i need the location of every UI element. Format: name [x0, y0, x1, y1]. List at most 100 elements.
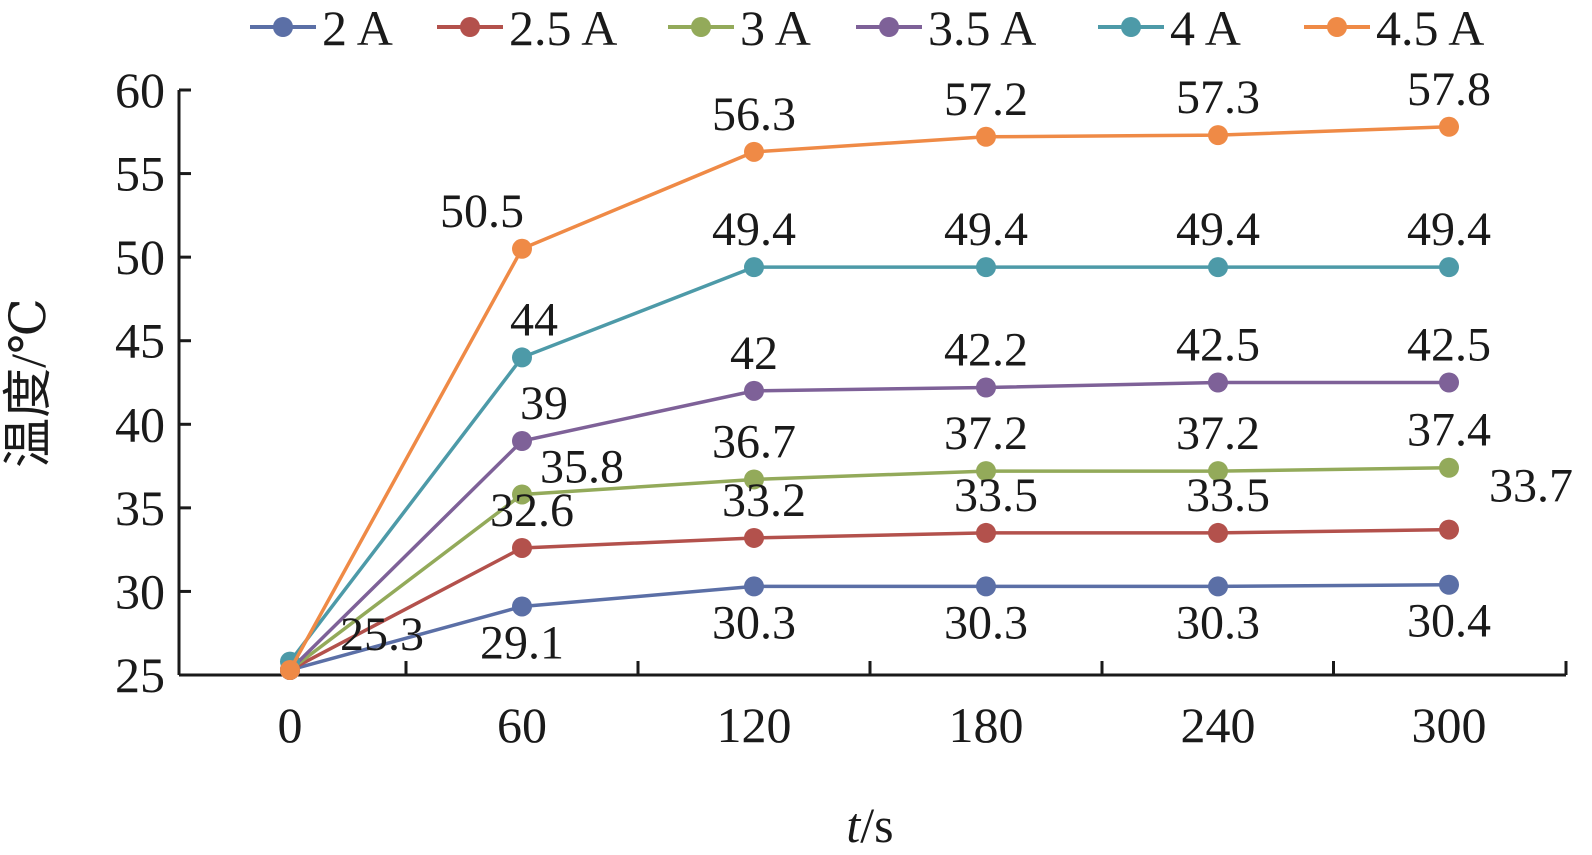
y-tick-label: 30: [115, 563, 165, 619]
data-point: [976, 377, 996, 398]
legend-item: 3.5 A: [856, 0, 1036, 56]
data-point: [512, 431, 532, 451]
y-tick-label: 40: [115, 396, 165, 452]
data-label: 42.5: [1407, 319, 1491, 372]
data-label: 44: [510, 293, 558, 346]
data-point: [976, 257, 996, 278]
series-line: [288, 265, 1449, 663]
x-ticks: 0 60 120 180 240 300: [177, 661, 1568, 753]
legend-item: 3 A: [668, 0, 811, 56]
data-label: 33.7: [1489, 460, 1573, 513]
x-tick-label: 0: [278, 697, 303, 753]
data-point: [744, 380, 764, 401]
data-point: [1208, 576, 1228, 597]
data-point: [280, 659, 300, 680]
series-line: [289, 582, 1450, 672]
data-point: [744, 469, 764, 490]
data-label: 25.3: [340, 608, 424, 661]
x-axis-title-unit: /s: [860, 797, 893, 853]
data-point: [512, 347, 532, 368]
x-tick-label: 240: [1181, 697, 1256, 753]
x-axis-title: t/s: [846, 797, 893, 853]
x-tick-label: 180: [949, 697, 1024, 753]
data-label: 29.1: [480, 616, 564, 669]
y-tick-label: 50: [115, 229, 165, 285]
series-4_5A: [280, 116, 1459, 680]
legend-marker: [691, 17, 711, 37]
legend-item: 2.5 A: [437, 0, 617, 56]
data-label: 56.3: [712, 88, 796, 141]
y-tick-label: 25: [115, 647, 165, 703]
series-3_5A: [280, 372, 1459, 680]
data-label: 33.2: [722, 474, 806, 527]
series-layer: [280, 116, 1459, 680]
data-point: [1439, 519, 1459, 540]
legend-label: 3 A: [740, 0, 811, 56]
data-point: [1439, 372, 1459, 393]
y-tick-label: 45: [115, 313, 165, 369]
data-point: [1208, 522, 1228, 543]
data-point: [512, 484, 532, 505]
x-tick-label: 120: [717, 697, 792, 753]
series-line: [288, 380, 1449, 672]
series-line: [289, 527, 1450, 672]
data-point: [744, 576, 764, 597]
data-point: [744, 527, 764, 548]
legend-item: 4.5 A: [1304, 0, 1484, 56]
series-line: [288, 125, 1450, 671]
data-label: 39: [520, 377, 568, 430]
data-label: 49.4: [944, 203, 1028, 256]
data-label: 36.7: [712, 415, 796, 468]
data-label: 57.2: [944, 73, 1028, 126]
data-point: [976, 522, 996, 543]
legend-item: 4 A: [1098, 0, 1241, 56]
legend-label: 3.5 A: [928, 0, 1036, 56]
y-tick-label: 55: [115, 146, 165, 202]
data-point: [744, 257, 764, 278]
legend: 2 A 2.5 A 3 A 3.5 A 4 A 4.5 A: [250, 0, 1484, 56]
data-point: [512, 596, 532, 617]
data-point: [976, 461, 996, 482]
legend-label: 4 A: [1170, 0, 1241, 56]
x-tick-label: 60: [497, 697, 547, 753]
data-point: [512, 238, 532, 259]
data-point: [1208, 125, 1228, 146]
data-point: [1439, 457, 1459, 478]
data-point: [1208, 372, 1228, 393]
series-line: [288, 465, 1450, 672]
data-label: 57.3: [1176, 71, 1260, 124]
data-point: [976, 576, 996, 597]
y-tick-label: 35: [115, 480, 165, 536]
legend-marker: [879, 17, 899, 37]
data-point: [1439, 574, 1459, 595]
data-label: 42.5: [1176, 319, 1260, 372]
data-point: [744, 141, 764, 162]
x-tick-label: 300: [1412, 697, 1487, 753]
data-label: 30.3: [944, 596, 1028, 649]
data-label: 42.2: [944, 324, 1028, 377]
data-point: [1208, 257, 1228, 278]
data-label: 49.4: [1407, 203, 1491, 256]
data-label: 30.3: [1176, 596, 1260, 649]
data-label: 37.2: [944, 407, 1028, 460]
data-point: [1439, 116, 1459, 137]
data-label: 49.4: [1176, 203, 1260, 256]
series-4A: [280, 257, 1459, 672]
data-label: 37.4: [1407, 404, 1491, 457]
data-label: 32.6: [490, 484, 574, 537]
data-label: 42: [730, 327, 778, 380]
legend-item: 2 A: [250, 0, 393, 56]
x-axis-title-variable: t: [846, 797, 861, 853]
data-label: 37.2: [1176, 407, 1260, 460]
data-point: [1439, 257, 1459, 278]
data-label: 35.8: [540, 440, 624, 493]
series-2A: [280, 574, 1459, 680]
y-ticks: 25 30 35 40 45 50 55 60: [115, 62, 191, 703]
data-label: 30.3: [712, 596, 796, 649]
y-axis-title: 温度/℃: [0, 298, 56, 468]
data-label: 57.8: [1407, 63, 1491, 116]
legend-marker: [1327, 17, 1347, 37]
data-label: 33.5: [954, 469, 1038, 522]
data-labels: 25.3 29.1 30.3 30.3 30.3 30.4 32.6 33.2 33.5 33.5…: [340, 63, 1573, 670]
